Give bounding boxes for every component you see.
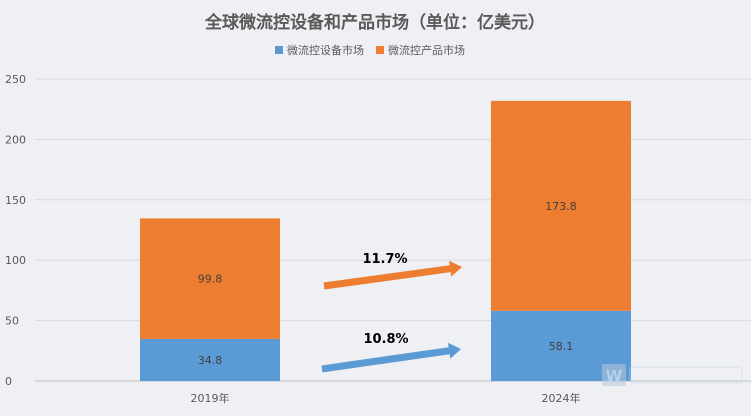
legend-swatch-product [376, 46, 384, 54]
growth-arrow-device [321, 342, 461, 373]
y-tick-label: 0 [5, 375, 12, 388]
data-label: 34.8 [198, 354, 223, 367]
bar-segment [140, 338, 280, 381]
bar-segment [140, 218, 280, 339]
svg-text:W: W [606, 367, 623, 385]
y-tick-label: 100 [5, 254, 26, 267]
legend-swatch-device [275, 46, 283, 54]
growth-arrows: 11.7% 10.8% [321, 252, 462, 373]
x-tick-label: 2019年 [191, 391, 230, 405]
chart-title: 全球微流控设备和产品市场（单位：亿美元） [204, 12, 545, 33]
growth-rate-device: 10.8% [363, 332, 408, 347]
y-tick-label: 200 [5, 133, 26, 146]
y-tick-label: 150 [5, 194, 26, 207]
growth-arrow-product [323, 260, 462, 290]
legend-label-device: 微流控设备市场 [287, 43, 364, 57]
data-label: 173.8 [545, 200, 577, 213]
y-tick-label: 50 [5, 315, 19, 328]
y-tick-label: 250 [5, 73, 26, 86]
x-axis: 2019年 2024年 [191, 391, 581, 405]
data-label: 99.8 [198, 273, 223, 286]
growth-rate-product: 11.7% [362, 252, 407, 267]
logo-icon: W [602, 364, 743, 386]
legend: 微流控设备市场 微流控产品市场 [275, 43, 465, 57]
bar-segment [491, 100, 631, 311]
bars: 34.8 99.8 58.1 173.8 [140, 100, 631, 381]
y-axis: 0 50 100 150 200 250 [5, 73, 26, 388]
x-tick-label: 2024年 [542, 391, 581, 405]
data-label: 58.1 [549, 340, 574, 353]
legend-label-product: 微流控产品市场 [388, 43, 465, 57]
